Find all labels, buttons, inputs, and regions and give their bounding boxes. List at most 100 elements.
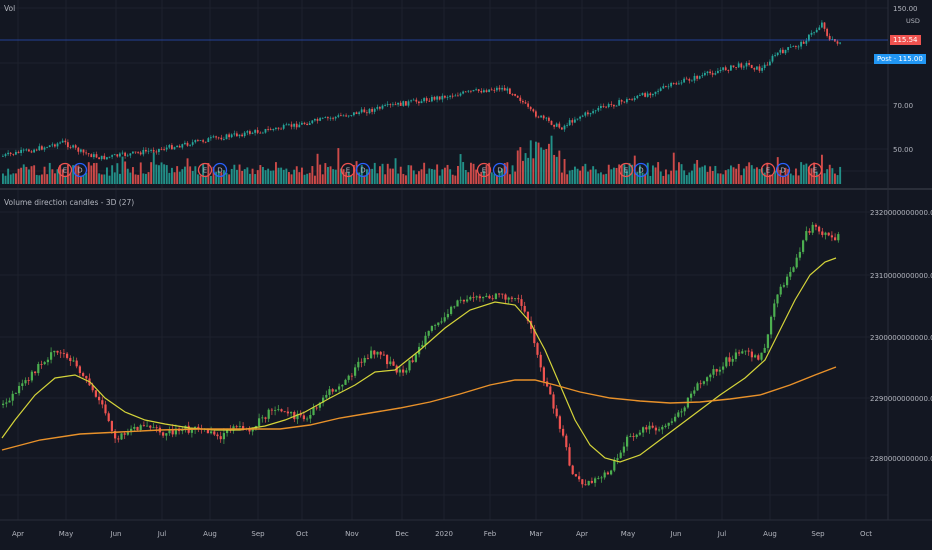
bottom-candle [389, 361, 392, 365]
volume-bar [77, 165, 80, 184]
volume-bar [462, 162, 465, 184]
bottom-candle [475, 296, 478, 298]
top-candle [267, 129, 269, 130]
bottom-candle [62, 353, 65, 354]
top-candle [503, 87, 506, 91]
volume-bar [334, 169, 337, 184]
bottom-candle [485, 295, 488, 297]
top-candle [124, 152, 126, 156]
volume-bar [405, 175, 407, 184]
event-marker-ring [476, 162, 492, 178]
currency-label[interactable]: USD [906, 17, 920, 25]
bottom-candle [613, 459, 616, 471]
bottom-candle [680, 411, 683, 413]
bottom-candle [603, 472, 606, 478]
volume-bar [360, 165, 363, 184]
volume-bar [808, 166, 810, 184]
volume-bar [267, 168, 270, 184]
top-candle [69, 147, 72, 148]
bottom-candle [747, 350, 750, 352]
top-candle [236, 133, 238, 137]
bottom-candle [568, 447, 571, 466]
top-candle [93, 154, 95, 158]
volume-bar [714, 165, 717, 184]
volume-bar [826, 169, 829, 184]
top-candle [514, 94, 516, 96]
bottom-candle [472, 296, 475, 298]
volume-bar [103, 174, 106, 184]
top-candle [470, 90, 472, 92]
volume-bar [386, 163, 389, 184]
volume-bar [350, 175, 353, 184]
volume-bar [43, 166, 46, 184]
top-candle [100, 155, 103, 160]
event-marker-ring [633, 162, 649, 178]
event-marker-ring [355, 162, 371, 178]
top-candle [433, 96, 436, 100]
top-candle [509, 88, 511, 95]
top-candle [33, 149, 35, 153]
top-candle [308, 123, 311, 126]
bottom-candle [750, 351, 753, 358]
top-candle [129, 153, 132, 156]
volume-bar [537, 142, 540, 184]
volume-bar [589, 169, 592, 184]
top-candle [67, 142, 69, 148]
bottom-candle [818, 226, 821, 232]
volume-bar [314, 175, 316, 184]
top-candle [303, 122, 306, 124]
volume-bar [113, 172, 116, 184]
top-candle [537, 116, 540, 118]
volume-bar [98, 173, 101, 184]
bottom-candle [440, 321, 443, 323]
top-candle [87, 153, 90, 155]
bottom-candle [459, 299, 462, 301]
top-candle [108, 156, 111, 158]
volume-bar [220, 172, 223, 184]
volume-bar [121, 156, 124, 184]
event-marker-letter: E [766, 167, 770, 175]
top-candle [462, 91, 464, 94]
bottom-candle [370, 350, 373, 359]
top-candle [574, 119, 576, 123]
bottom-candle [802, 240, 805, 252]
bottom-candle [283, 411, 286, 413]
volume-bar [95, 162, 98, 184]
event-marker-ring [775, 162, 791, 178]
top-candle [805, 40, 808, 44]
volume-bar [342, 169, 345, 184]
event-marker-letter: E [624, 167, 628, 175]
top-candle [394, 104, 397, 106]
volume-bar [672, 152, 675, 184]
time-axis-label: Oct [860, 530, 872, 538]
top-candle [620, 100, 623, 102]
volume-bar [626, 170, 628, 184]
top-candle [540, 115, 542, 118]
volume-bar [561, 172, 563, 184]
top-candle [275, 127, 277, 129]
bottom-candle [338, 386, 341, 390]
top-candle [225, 134, 228, 140]
volume-bar [464, 170, 467, 184]
top-candle [301, 122, 303, 125]
volume-bar [761, 168, 764, 184]
volume-bar [446, 164, 449, 184]
top-candle [332, 117, 334, 119]
bottom-candle [635, 434, 638, 437]
time-axis-label: Aug [203, 530, 217, 538]
top-candle [358, 112, 360, 115]
bottom-candles [2, 222, 840, 488]
volume-bar [542, 149, 545, 184]
volume-bar [277, 167, 280, 184]
bottom-candle [462, 299, 465, 302]
time-axis-label: Nov [345, 530, 359, 538]
volume-bar [259, 165, 262, 184]
volume-bar [774, 170, 777, 184]
top-candle [392, 104, 394, 106]
volume-bar [384, 174, 387, 184]
bottom-candle [59, 352, 62, 354]
volume-bar [657, 162, 660, 184]
top-candle [823, 22, 826, 29]
bottom-candle [773, 303, 776, 317]
